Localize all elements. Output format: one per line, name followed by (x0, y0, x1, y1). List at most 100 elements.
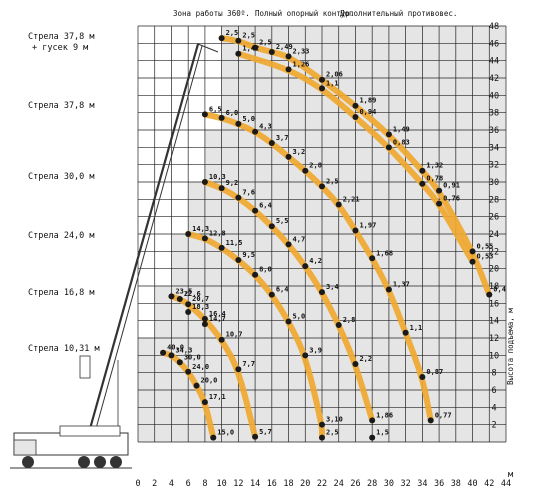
data-label: 15,0 (217, 429, 234, 437)
data-label: 1,5 (376, 429, 389, 437)
data-label: 14,7 (209, 315, 226, 323)
x-tick-label: 12 (233, 479, 243, 489)
data-point (285, 66, 292, 73)
data-label: 22,6 (184, 290, 201, 298)
data-point (235, 257, 242, 263)
data-point (235, 194, 242, 201)
header-counterweight: Дополнительный противовес. (340, 9, 458, 18)
data-label: 40,0 (167, 344, 184, 352)
data-point (201, 399, 208, 406)
x-tick-label: 10 (217, 479, 227, 489)
data-point (218, 336, 225, 343)
x-tick-label: 38 (451, 479, 461, 489)
data-label: 1,68 (376, 249, 393, 257)
data-label: 0,87 (426, 368, 443, 376)
boom-label-37-8: Стрела 37,8 м (28, 101, 95, 111)
data-point (335, 201, 342, 208)
data-point (252, 271, 259, 278)
data-point (210, 434, 217, 441)
data-point (201, 235, 208, 242)
data-label: 0,77 (435, 411, 452, 419)
data-label: 0,94 (359, 108, 376, 116)
data-point (469, 248, 476, 255)
data-labels: 2,5 2,52,52,492,332,061,891,491,320,910,5… (167, 29, 506, 437)
x-axis-unit: м (508, 470, 514, 480)
data-point (436, 200, 443, 207)
data-label: 3,9 (309, 346, 322, 354)
y-axis-label: Высота подъема, м (506, 308, 515, 385)
data-point (352, 114, 359, 120)
data-point (385, 144, 392, 151)
x-tick-label: 34 (417, 479, 427, 489)
data-label: 2,5 (226, 29, 239, 37)
data-label: 12,8 (209, 229, 226, 237)
x-tick-label: 26 (350, 479, 360, 489)
y-tick-label: 12 (489, 334, 499, 344)
y-tick-label: 16 (489, 299, 499, 309)
data-point (252, 128, 259, 135)
data-label: 0,76 (443, 195, 460, 203)
data-label: 2,8 (343, 316, 356, 324)
data-label: 5,5 (276, 217, 289, 225)
y-tick-label: 30 (489, 178, 499, 188)
boom-label-37-8-jib: Стрела 37,8 м + гусек 9 м (28, 32, 95, 54)
data-point (235, 37, 242, 44)
data-point (319, 85, 325, 92)
data-label: 2,2 (359, 355, 372, 363)
y-tick-label: 2 (491, 421, 496, 431)
data-label: 1,26 (293, 60, 310, 68)
x-tick-label: 0 (135, 479, 140, 489)
data-point (285, 318, 292, 325)
data-point (218, 185, 225, 192)
data-point (185, 301, 192, 308)
data-point (268, 49, 275, 55)
y-tick-label: 48 (489, 22, 499, 32)
y-tick-label: 18 (489, 282, 499, 292)
data-point (168, 293, 175, 300)
data-point (427, 417, 434, 424)
x-tick-label: 36 (434, 479, 444, 489)
header-outrigger: Полный опорный контур. (255, 9, 355, 18)
y-tick-label: 20 (489, 265, 499, 275)
data-label: 1,1 (410, 324, 423, 332)
data-label: 30,0 (184, 353, 201, 361)
crane-truck-icon (10, 43, 219, 469)
data-label: 2,06 (326, 71, 343, 79)
data-label: 9,2 (226, 179, 239, 187)
x-tick-label: 40 (467, 479, 477, 489)
data-point (185, 368, 192, 375)
data-label: 9,5 (242, 251, 255, 259)
x-tick-label: 16 (267, 479, 277, 489)
data-point (252, 44, 259, 51)
data-point (176, 296, 183, 302)
data-point (369, 255, 376, 262)
data-label: 2,5 (242, 32, 255, 40)
x-tick-label: 30 (384, 479, 394, 489)
data-point (285, 53, 292, 60)
y-tick-label: 28 (489, 195, 499, 205)
data-label: 1,32 (426, 162, 443, 170)
boom-label-line: + гусек 9 м (32, 43, 89, 53)
data-point (201, 111, 208, 118)
data-label: 10,7 (226, 331, 243, 339)
data-label: 2,5 (326, 429, 339, 437)
x-tick-label: 42 (484, 479, 494, 489)
data-point (218, 35, 225, 42)
series-curve (160, 349, 217, 441)
data-label: 20,0 (201, 377, 218, 385)
data-label: 5,0 (242, 115, 255, 123)
data-label: 2,5 (259, 39, 272, 47)
data-label: 18,3 (192, 303, 209, 311)
data-point (168, 352, 175, 359)
data-point (218, 244, 225, 251)
data-point (302, 263, 309, 270)
y-tick-label: 44 (489, 57, 499, 67)
data-point (486, 291, 493, 298)
series-curve (201, 111, 434, 424)
data-point (302, 167, 309, 174)
y-tick-label: 46 (489, 39, 499, 49)
data-point (319, 183, 325, 190)
data-point (185, 231, 192, 237)
data-point (268, 291, 275, 298)
